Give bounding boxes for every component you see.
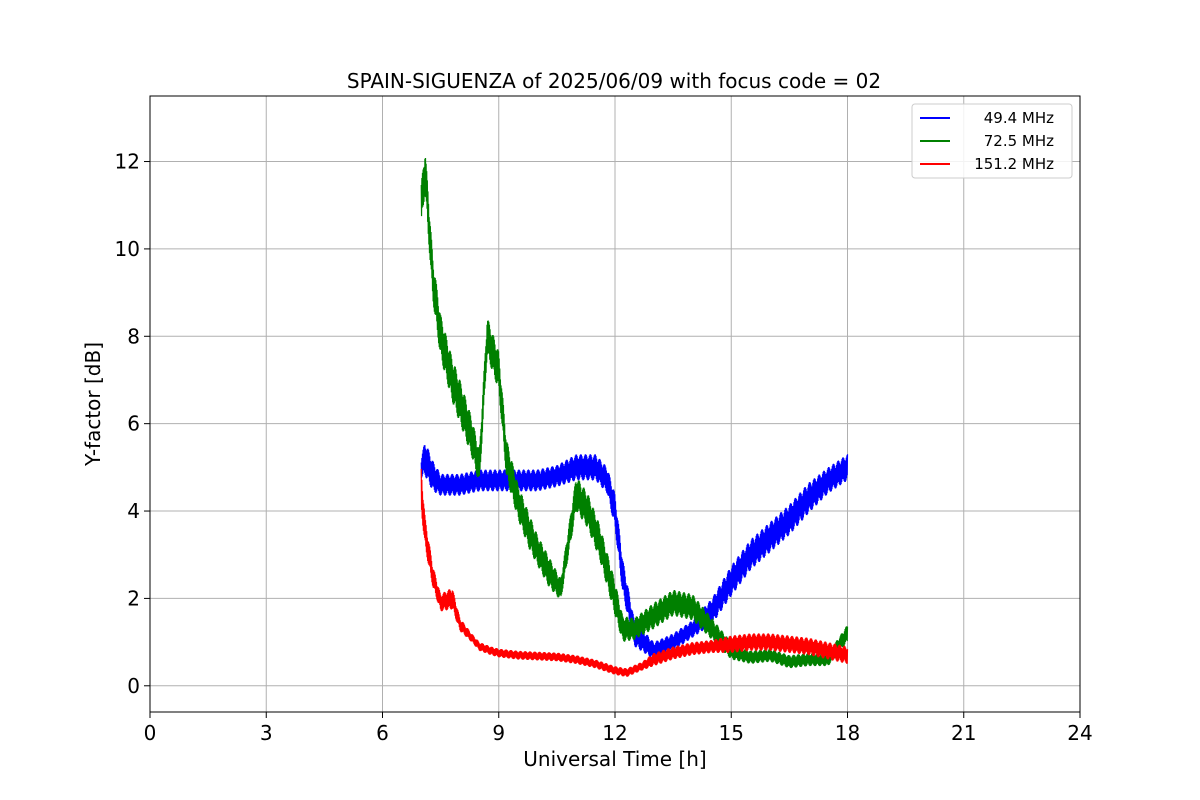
y-tick-label: 6: [127, 412, 140, 436]
x-tick-label: 21: [951, 721, 976, 745]
legend-entry: 151.2 MHz: [974, 155, 1054, 173]
legend-entry: 49.4 MHz: [984, 109, 1054, 127]
x-tick-label: 18: [835, 721, 860, 745]
x-tick-label: 15: [719, 721, 744, 745]
legend: 49.4 MHz 72.5 MHz 151.2 MHz: [911, 103, 1073, 179]
x-tick-label: 3: [260, 721, 273, 745]
x-tick-label: 12: [602, 721, 627, 745]
x-tick-label: 6: [376, 721, 389, 745]
series-line: [420, 468, 849, 677]
x-tick-label: 9: [492, 721, 505, 745]
legend-box: [911, 103, 1073, 179]
y-ticks: 0 2 4 6 8 10 12: [115, 150, 150, 698]
legend-entry: 72.5 MHz: [984, 132, 1054, 150]
y-tick-label: 8: [127, 324, 140, 348]
x-ticks: 0 3 6 9 12 15 18 21 24: [144, 712, 1093, 745]
y-tick-label: 10: [115, 237, 140, 261]
x-axis-label: Universal Time [h]: [523, 747, 706, 771]
x-tick-label: 0: [144, 721, 157, 745]
series-line: [420, 158, 849, 669]
chart-title: SPAIN-SIGUENZA of 2025/06/09 with focus …: [347, 69, 881, 93]
series-layer: [420, 158, 849, 677]
x-tick-label: 24: [1067, 721, 1092, 745]
y-tick-label: 0: [127, 674, 140, 698]
y-tick-label: 12: [115, 150, 140, 174]
y-tick-label: 4: [127, 499, 140, 523]
y-tick-label: 2: [127, 586, 140, 610]
y-axis-label: Y-factor [dB]: [81, 342, 105, 467]
